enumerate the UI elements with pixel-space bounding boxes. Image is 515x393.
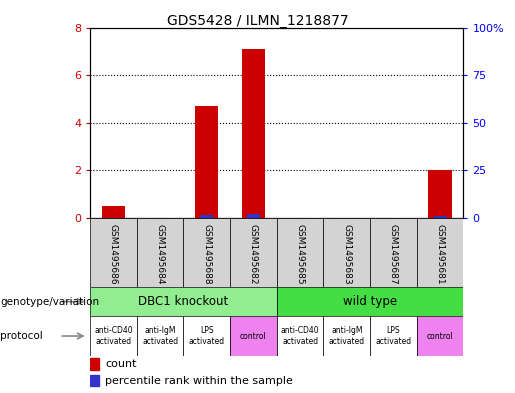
Text: DBC1 knockout: DBC1 knockout: [139, 295, 229, 308]
Text: control: control: [240, 332, 267, 340]
Text: percentile rank within the sample: percentile rank within the sample: [105, 376, 293, 386]
Text: anti-IgM
activated: anti-IgM activated: [329, 326, 365, 346]
Bar: [428, 171, 452, 218]
Text: anti-CD40
activated: anti-CD40 activated: [94, 326, 133, 346]
Text: GSM1495687: GSM1495687: [389, 224, 398, 284]
Text: LPS
activated: LPS activated: [188, 326, 225, 346]
Text: wild type: wild type: [343, 295, 397, 308]
Bar: [200, 215, 213, 218]
Text: GSM1495681: GSM1495681: [436, 224, 444, 284]
Bar: [102, 206, 125, 218]
Bar: [183, 316, 230, 356]
Bar: [90, 287, 277, 316]
Text: protocol: protocol: [0, 331, 43, 341]
Bar: [417, 218, 464, 287]
Bar: [230, 218, 277, 287]
Bar: [137, 218, 183, 287]
Bar: [434, 217, 447, 218]
Bar: [242, 49, 265, 218]
Bar: [277, 218, 323, 287]
Text: LPS
activated: LPS activated: [375, 326, 411, 346]
Text: GSM1495685: GSM1495685: [296, 224, 305, 284]
Text: GSM1495688: GSM1495688: [202, 224, 211, 284]
Bar: [417, 316, 464, 356]
Text: count: count: [105, 359, 136, 369]
Bar: [277, 316, 323, 356]
Bar: [90, 316, 137, 356]
Text: anti-CD40
activated: anti-CD40 activated: [281, 326, 319, 346]
Text: anti-IgM
activated: anti-IgM activated: [142, 326, 178, 346]
Bar: [90, 375, 99, 386]
Text: GSM1495683: GSM1495683: [342, 224, 351, 284]
Text: GSM1495686: GSM1495686: [109, 224, 118, 284]
Bar: [370, 218, 417, 287]
Bar: [230, 316, 277, 356]
Text: control: control: [427, 332, 454, 340]
Bar: [137, 316, 183, 356]
Bar: [323, 218, 370, 287]
Bar: [370, 316, 417, 356]
Bar: [90, 218, 137, 287]
Bar: [195, 106, 218, 218]
Text: GSM1495684: GSM1495684: [156, 224, 165, 284]
Bar: [277, 287, 464, 316]
Bar: [247, 214, 260, 218]
Text: GSM1495682: GSM1495682: [249, 224, 258, 284]
Bar: [183, 218, 230, 287]
Text: GDS5428 / ILMN_1218877: GDS5428 / ILMN_1218877: [167, 14, 348, 28]
Text: genotype/variation: genotype/variation: [0, 297, 99, 307]
Bar: [90, 358, 99, 370]
Bar: [323, 316, 370, 356]
